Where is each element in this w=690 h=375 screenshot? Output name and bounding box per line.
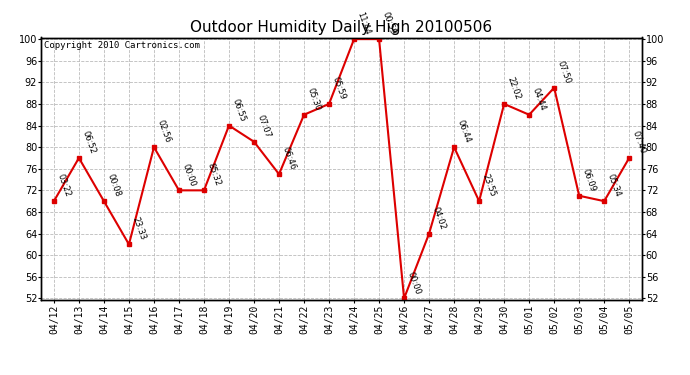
Text: 05:59: 05:59 [331,76,347,101]
Text: 85:32: 85:32 [205,162,222,188]
Text: 23:33: 23:33 [130,216,147,242]
Text: 00:00: 00:00 [180,162,197,188]
Text: 06:09: 06:09 [580,168,597,193]
Text: 11:44: 11:44 [355,11,372,36]
Text: 03:22: 03:22 [55,173,72,198]
Text: 07:07: 07:07 [255,113,272,139]
Text: 07:50: 07:50 [555,60,572,85]
Text: 06:52: 06:52 [80,130,97,155]
Text: 06:46: 06:46 [280,146,297,171]
Text: 06:44: 06:44 [455,119,472,144]
Text: 22:02: 22:02 [505,76,522,101]
Text: 05:30: 05:30 [305,87,322,112]
Text: 04:44: 04:44 [531,87,547,112]
Text: 23:55: 23:55 [480,173,497,198]
Title: Outdoor Humidity Daily High 20100506: Outdoor Humidity Daily High 20100506 [190,20,493,35]
Text: 05:34: 05:34 [605,173,622,198]
Text: 04:02: 04:02 [431,206,447,231]
Text: 07:40: 07:40 [631,130,647,155]
Text: 06:55: 06:55 [230,98,247,123]
Text: 02:56: 02:56 [155,119,172,144]
Text: Copyright 2010 Cartronics.com: Copyright 2010 Cartronics.com [44,42,200,51]
Text: 00:00: 00:00 [405,270,422,296]
Text: 00:59: 00:59 [380,11,397,36]
Text: 00:08: 00:08 [105,173,122,198]
